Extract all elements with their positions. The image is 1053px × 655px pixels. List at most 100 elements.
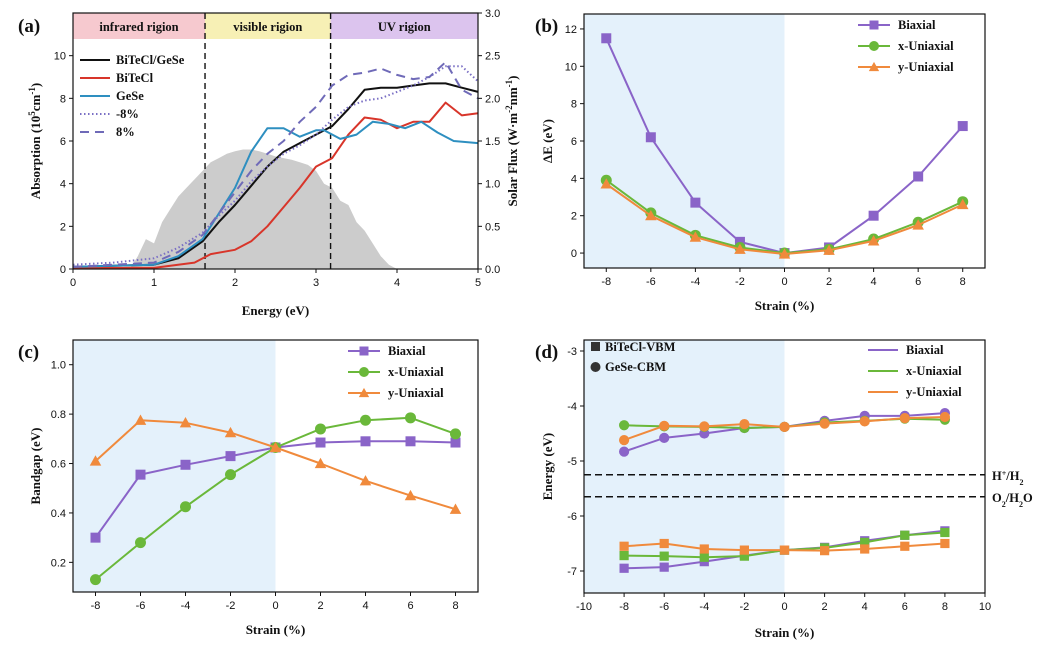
d-point-biaxial-CBM xyxy=(619,446,630,457)
b-point-y_uniaxial xyxy=(778,248,791,259)
a-ytick-label: 8 xyxy=(60,93,66,105)
d-reference-label-h: H+/H2 xyxy=(992,468,1024,486)
c-xtick-label: 8 xyxy=(452,600,458,612)
d-point-y_uniaxial-CBM xyxy=(779,421,790,432)
b-xtick-label: -6 xyxy=(646,276,656,288)
d-xtick-label: 8 xyxy=(942,601,948,613)
region-label-2: UV rigion xyxy=(378,20,431,34)
b-point-y_uniaxial xyxy=(912,219,924,230)
solar-flux-area xyxy=(129,149,397,269)
c-point-biaxial xyxy=(450,437,461,448)
d-point-y_uniaxial-CBM xyxy=(899,413,910,424)
b-point-y_uniaxial xyxy=(645,209,657,221)
b-point-biaxial xyxy=(957,121,968,132)
c-point-x_uniaxial xyxy=(90,574,101,586)
b-legend-label-y_uniaxial: y-Uniaxial xyxy=(898,60,954,74)
c-point-y_uniaxial xyxy=(449,503,462,514)
b-point-y_uniaxial xyxy=(689,231,702,242)
b-legend-marker-y_uniaxial xyxy=(868,61,880,72)
b-ytick-label: 8 xyxy=(571,99,577,111)
a-ylabel-sup: 5 xyxy=(27,111,37,116)
d-ref-part: /H xyxy=(1005,469,1019,483)
d-point-x_uniaxial-VBM xyxy=(619,551,629,561)
region-label-0: infrared rigion xyxy=(99,20,178,34)
b-xtick-label: 4 xyxy=(871,276,877,288)
d-ref-part: O xyxy=(1023,491,1033,505)
d-xtick-label: -8 xyxy=(619,601,629,613)
d-ref-part: /H xyxy=(1005,491,1019,505)
c-point-x_uniaxial xyxy=(135,537,146,549)
a-y2label-sup: -1 xyxy=(504,79,514,87)
c-ytick-label: 0.6 xyxy=(51,459,66,471)
c-compressive-shade xyxy=(73,340,276,592)
d-legend-square-marker xyxy=(591,342,600,351)
c-xtick-label: -6 xyxy=(136,600,146,612)
d-ref-part: H xyxy=(992,469,1002,483)
d-point-biaxial-VBM xyxy=(619,563,629,573)
b-point-y_uniaxial xyxy=(823,244,835,255)
a-x-axis-label: Energy (eV) xyxy=(242,303,310,318)
d-point-x_uniaxial-VBM xyxy=(739,551,749,561)
c-xtick-label: -8 xyxy=(91,600,101,612)
c-point-y_uniaxial xyxy=(224,426,237,438)
d-ytick-label: -6 xyxy=(567,511,577,523)
b-xtick-label: 0 xyxy=(781,276,787,288)
b-point-biaxial xyxy=(690,197,701,208)
b-point-biaxial xyxy=(868,210,879,221)
b-legend-label-x_uniaxial: x-Uniaxial xyxy=(898,39,954,53)
c-point-y_uniaxial xyxy=(179,417,192,428)
region-band-2 xyxy=(330,13,478,39)
c-xtick-label: 6 xyxy=(407,600,413,612)
d-xtick-label: -10 xyxy=(576,601,592,613)
a-xtick-label: 3 xyxy=(313,277,319,289)
d-ref-sub: 2 xyxy=(1002,499,1006,508)
b-xtick-label: -8 xyxy=(601,276,611,288)
d-point-y_uniaxial-VBM xyxy=(739,545,749,555)
d-point-y_uniaxial-CBM xyxy=(939,411,951,423)
a-y2label-sup: -2 xyxy=(504,105,514,113)
c-ytick-label: 1.0 xyxy=(51,360,66,372)
c-point-y_uniaxial xyxy=(314,457,327,469)
d-ref-sup: + xyxy=(1002,468,1007,477)
panel-label-b: (b) xyxy=(535,16,558,37)
b-y-axis-label: ΔE (eV) xyxy=(540,119,555,163)
c-x-axis-label: Strain (%) xyxy=(246,622,306,637)
d-y-axis-label: Energy (eV) xyxy=(540,433,555,501)
c-point-y_uniaxial xyxy=(359,475,372,486)
d-point-y_uniaxial-CBM xyxy=(859,416,870,427)
d-point-y_uniaxial-VBM xyxy=(779,545,790,555)
d-point-x_uniaxial-VBM xyxy=(699,552,709,562)
a-ytick-label: 0 xyxy=(60,264,66,276)
legend-label-bitecl: BiTeCl xyxy=(116,71,154,85)
legend-label-gese: GeSe xyxy=(116,89,144,103)
a-ytick-label: 4 xyxy=(60,179,66,191)
c-xtick-label: -4 xyxy=(181,600,191,612)
panel-label-a: (a) xyxy=(18,16,40,37)
a-ytick-label: 10 xyxy=(54,51,66,63)
b-point-biaxial xyxy=(734,236,745,247)
b-point-biaxial xyxy=(601,33,612,44)
b-ytick-label: 6 xyxy=(571,136,577,148)
a-y2tick-label: 3.0 xyxy=(485,8,500,20)
c-xtick-label: 0 xyxy=(272,600,278,612)
c-point-y_uniaxial xyxy=(404,489,417,501)
d-ytick-label: -5 xyxy=(567,456,577,468)
region-band-1 xyxy=(205,13,331,39)
panel-label-c: (c) xyxy=(18,342,39,363)
d-reference-label-o: O2/H2O xyxy=(992,491,1033,509)
series-line-bitecl xyxy=(73,101,479,269)
c-ytick-label: 0.2 xyxy=(51,557,66,569)
panel-b-delta-e-chart: -8 -6 -4 -2 0 2 4 6 8 0 2 4 6 8 10 12 Strain (%) ΔE (eV) B… xyxy=(540,13,986,313)
d-point-y_uniaxial-CBM xyxy=(659,420,670,431)
a-y2label-part: Solar Flux (W·m xyxy=(505,113,520,207)
a-xtick-label: 5 xyxy=(475,277,481,289)
c-point-biaxial xyxy=(405,436,416,447)
region-label-1: visible rigion xyxy=(233,20,302,34)
b-ytick-label: 4 xyxy=(571,173,577,185)
c-legend-label-x_uniaxial: x-Uniaxial xyxy=(388,365,444,379)
d-ref-sub: 2 xyxy=(1019,499,1023,508)
legend-label-plus8: 8% xyxy=(116,125,135,139)
a-ytick-label: 6 xyxy=(60,136,66,148)
a-y2tick-label: 1.5 xyxy=(485,136,500,148)
